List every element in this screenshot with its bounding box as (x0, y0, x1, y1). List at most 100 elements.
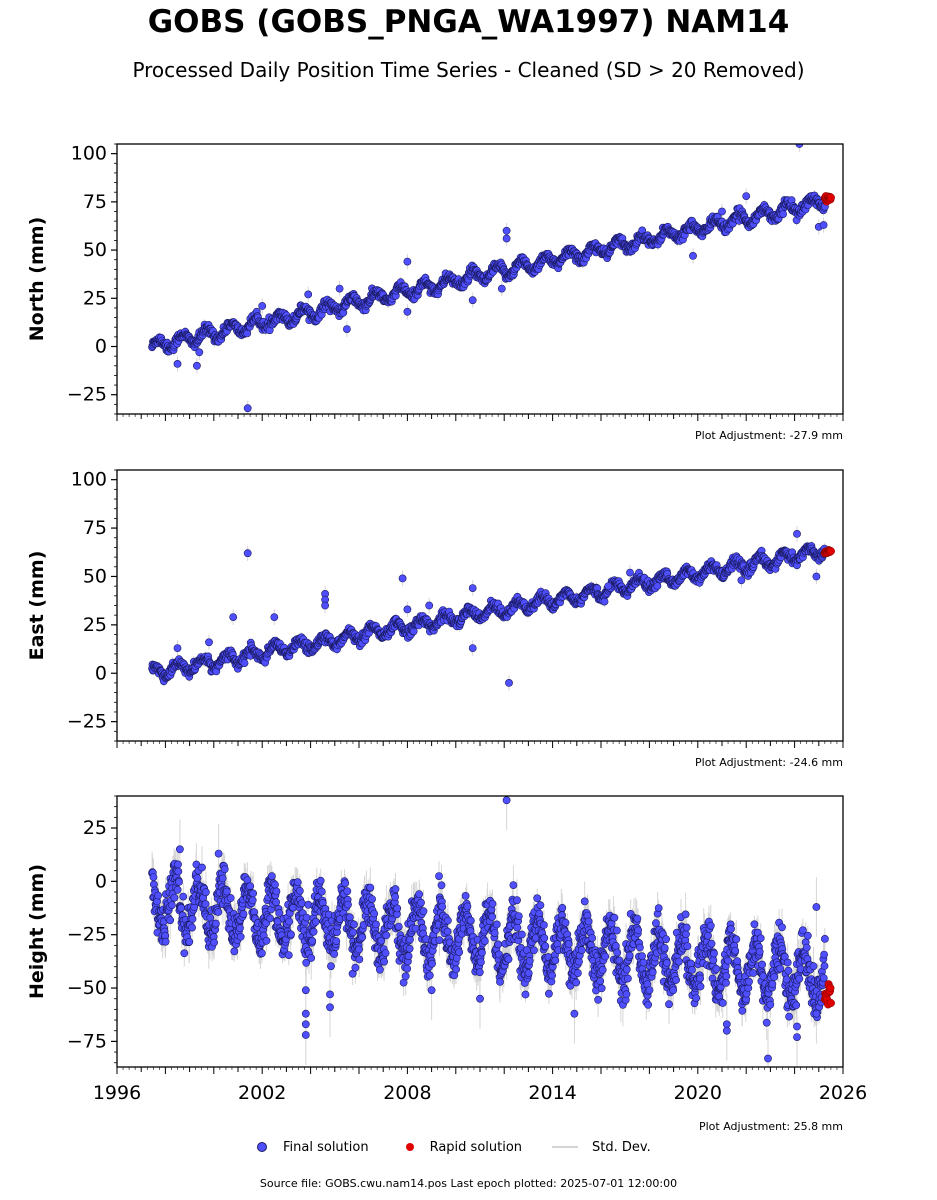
final-solution-point (350, 920, 358, 929)
outlier-point (270, 613, 279, 621)
final-solution-point (180, 949, 189, 958)
final-solution-point (494, 940, 503, 949)
final-solution-point (639, 958, 648, 967)
final-solution-point (622, 990, 631, 999)
final-solution-point (613, 926, 621, 935)
final-solution-point (558, 904, 567, 912)
final-solution-point (175, 878, 183, 886)
final-solution-point (653, 582, 662, 590)
final-solution-point (201, 900, 210, 908)
final-solution-point (344, 900, 352, 909)
outlier-point (742, 192, 751, 200)
final-solution-point (236, 932, 245, 941)
plot-area (148, 144, 835, 414)
final-solution-point (419, 907, 428, 916)
final-solution-point (683, 942, 692, 950)
outlier-point (173, 644, 182, 652)
final-solution-point (174, 867, 183, 876)
final-solution-point (611, 942, 620, 950)
final-solution-point (540, 934, 549, 942)
y-tick-label: 25 (83, 614, 107, 636)
final-solution-point (541, 942, 550, 951)
final-solution-point (394, 922, 403, 931)
final-solution-point (211, 919, 220, 928)
outlier-point (468, 584, 477, 592)
final-solution-point (161, 937, 170, 946)
final-solution-point (601, 952, 610, 961)
outlier-point (342, 325, 351, 333)
final-solution-point (476, 958, 485, 966)
final-solution-point (167, 901, 176, 909)
final-solution-point (681, 910, 690, 919)
final-solution-point (332, 937, 341, 945)
final-solution-point (518, 930, 526, 939)
final-solution-point (188, 915, 197, 923)
final-solution-point (509, 881, 518, 889)
final-solution-point (475, 968, 484, 977)
final-solution-point (466, 916, 475, 925)
final-solution-point (173, 885, 182, 894)
outlier-point (335, 284, 344, 293)
final-solution-point (351, 963, 360, 972)
final-solution-point (688, 966, 696, 974)
outlier-point (403, 307, 412, 316)
final-solution-point (370, 909, 379, 918)
final-solution-point (284, 951, 293, 959)
final-solution-point (600, 597, 609, 606)
final-solution-point (188, 923, 196, 932)
final-solution-point (406, 935, 414, 944)
outlier-point (229, 613, 238, 621)
final-solution-point (665, 1000, 673, 1009)
final-solution-point (341, 879, 350, 888)
final-solution-point (525, 957, 534, 965)
final-solution-point (220, 865, 229, 874)
final-solution-point (545, 989, 553, 998)
final-solution-point (504, 955, 513, 964)
final-solution-point (417, 898, 425, 907)
rapid-solution-point (826, 547, 835, 556)
outlier-point (502, 226, 511, 235)
final-solution-point (662, 959, 671, 967)
final-solution-point (496, 978, 504, 986)
final-solution-point (634, 926, 642, 935)
final-solution-point (285, 917, 294, 926)
final-solution-point (382, 931, 391, 940)
final-solution-point (443, 916, 452, 925)
final-solution-point (533, 894, 542, 903)
chart-title: GOBS (GOBS_PNGA_WA1997) NAM14 (147, 4, 790, 40)
y-tick-label: 100 (71, 143, 107, 165)
outlier-point (195, 348, 204, 357)
final-solution-point (488, 912, 497, 921)
outlier-point (793, 530, 801, 538)
final-solution-point (287, 930, 295, 939)
y-tick-label: −25 (67, 384, 107, 406)
final-solution-point (415, 890, 424, 899)
final-solution-point (249, 889, 257, 898)
final-solution-point (696, 974, 704, 983)
final-solution-point (404, 952, 413, 960)
outlier-point (192, 361, 201, 370)
outlier-point (205, 638, 213, 647)
final-solution-point (692, 994, 701, 1002)
final-solution-point (648, 968, 657, 977)
final-solution-point (239, 910, 248, 918)
outlier-point (604, 582, 613, 590)
outlier-point (243, 549, 252, 558)
final-solution-point (461, 892, 470, 900)
final-solution-point (594, 995, 602, 1004)
outlier-point (321, 601, 329, 610)
final-solution-point (317, 887, 326, 896)
final-solution-point (574, 969, 582, 977)
final-solution-point (669, 986, 678, 995)
final-solution-point (266, 914, 274, 923)
outlier-point (398, 574, 407, 583)
final-solution-point (401, 972, 410, 981)
outlier-point (812, 572, 821, 581)
final-solution-point (193, 874, 202, 882)
final-solution-point (311, 917, 320, 926)
final-solution-point (403, 964, 412, 973)
y-tick-label: 75 (83, 191, 107, 213)
final-solution-point (682, 930, 690, 939)
final-solution-point (210, 938, 218, 947)
final-solution-point (243, 329, 252, 338)
